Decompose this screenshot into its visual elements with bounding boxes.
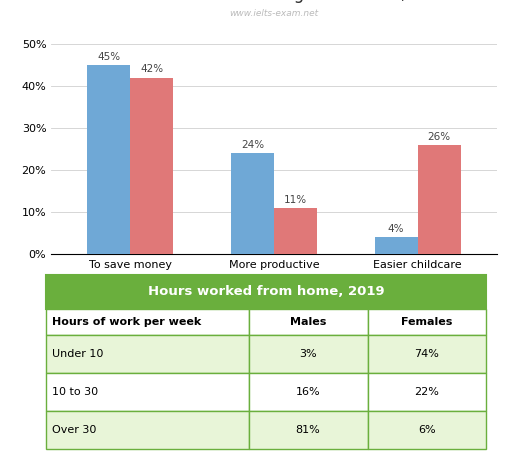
Text: Over 30: Over 30 bbox=[52, 425, 97, 435]
Legend: Males, Females: Males, Females bbox=[211, 279, 336, 299]
Bar bbox=[418, 145, 461, 254]
Bar bbox=[130, 78, 174, 254]
Text: 42%: 42% bbox=[140, 64, 163, 74]
Text: 4%: 4% bbox=[388, 224, 404, 234]
Text: 45%: 45% bbox=[97, 52, 120, 62]
Text: 22%: 22% bbox=[415, 387, 439, 397]
Text: www.ielts-exam.net: www.ielts-exam.net bbox=[229, 9, 318, 18]
Text: 6%: 6% bbox=[418, 425, 436, 435]
Title: Main reasons for working from home, 2019: Main reasons for working from home, 2019 bbox=[95, 0, 453, 4]
Text: 26%: 26% bbox=[428, 132, 451, 142]
Text: Under 10: Under 10 bbox=[52, 349, 103, 359]
Text: Hours of work per week: Hours of work per week bbox=[52, 317, 202, 327]
Text: 24%: 24% bbox=[241, 140, 264, 150]
Text: 81%: 81% bbox=[296, 425, 321, 435]
Text: 16%: 16% bbox=[296, 387, 321, 397]
Text: 74%: 74% bbox=[415, 349, 439, 359]
Text: 10 to 30: 10 to 30 bbox=[52, 387, 98, 397]
Bar bbox=[374, 237, 418, 254]
Text: Hours worked from home, 2019: Hours worked from home, 2019 bbox=[148, 285, 385, 298]
Text: Males: Males bbox=[290, 317, 326, 327]
Text: 3%: 3% bbox=[299, 349, 317, 359]
Text: Females: Females bbox=[401, 317, 453, 327]
Bar bbox=[231, 153, 274, 254]
Bar bbox=[87, 65, 130, 254]
Bar bbox=[274, 208, 317, 254]
Text: 11%: 11% bbox=[284, 195, 307, 205]
